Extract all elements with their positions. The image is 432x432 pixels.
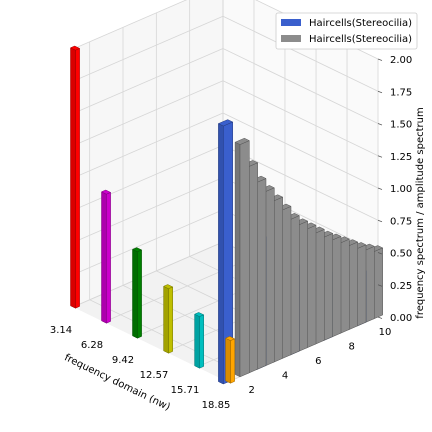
z-grid-left	[72, 209, 224, 276]
z-axis-label: frequency spectrum / amplitude spectrum	[415, 107, 426, 318]
legend: Haircells(Stereocilia) Haircells(Stereoc…	[275, 12, 418, 50]
x-tick-label: 3.14	[50, 325, 72, 336]
z-tick-mark	[377, 187, 383, 190]
y-tick-label: 8	[349, 341, 355, 352]
y-tick-label: 6	[315, 356, 321, 367]
spectrum-bar	[100, 189, 112, 324]
z-grid-back	[222, 112, 379, 189]
z-grid-back	[222, 48, 379, 124]
z-tick-label: 1.00	[390, 184, 412, 195]
spectrum-bar	[131, 247, 143, 339]
z-tick-label: 0.00	[390, 313, 412, 324]
legend-frame	[275, 12, 418, 50]
bars-layer	[69, 45, 384, 385]
z-tick-label: 0.75	[390, 216, 412, 227]
z-grid-left	[72, 15, 224, 82]
z-grid-left	[72, 48, 224, 114]
z-grid-left	[72, 112, 224, 179]
z-grid-left	[72, 177, 224, 243]
z-tick-mark	[377, 284, 383, 287]
z-grid-left	[72, 241, 224, 308]
y-tick-label: 4	[282, 370, 288, 381]
spectrum-bar	[163, 284, 174, 354]
z-grid-back	[222, 15, 379, 92]
x-tick-label: 15.71	[171, 385, 200, 396]
z-tick-mark	[377, 219, 383, 223]
z-tick-mark	[377, 123, 383, 126]
z-tick-mark	[377, 252, 383, 255]
z-grid-left	[72, 144, 224, 211]
x-tick-label: 6.28	[81, 340, 103, 351]
legend-swatch-gray	[281, 35, 301, 42]
y-tick-label: 10	[379, 327, 392, 338]
z-tick-label: 1.50	[390, 120, 412, 131]
spectrum-bar	[194, 312, 205, 369]
z-tick-label: 1.25	[390, 152, 412, 163]
z-tick-mark	[377, 316, 383, 319]
spectrum-bar	[224, 336, 236, 384]
z-tick-label: 1.75	[390, 87, 412, 98]
legend-swatch-blue	[281, 19, 301, 26]
x-tick-label: 12.57	[140, 370, 169, 381]
z-tick-label: 0.25	[390, 281, 412, 292]
z-tick-mark	[377, 155, 383, 158]
spectrum-bar	[69, 45, 81, 309]
z-grid-left	[72, 80, 224, 147]
z-tick-label: 2.00	[390, 55, 412, 66]
x-tick-label: 9.42	[112, 355, 134, 366]
z-tick-label: 0.50	[390, 249, 412, 260]
legend-label-1: Haircells(Stereocilia)	[309, 18, 412, 29]
z-grid-left	[72, 0, 188, 50]
haircell-bar	[234, 137, 250, 378]
haircell-bar	[217, 119, 234, 385]
z-grid-back	[222, 80, 379, 157]
y-tick-label: 2	[249, 385, 255, 396]
z-tick-mark	[377, 90, 383, 94]
legend-label-2: Haircells(Stereocilia)	[309, 34, 412, 45]
x-tick-label: 18.85	[202, 400, 231, 411]
z-tick-mark	[377, 58, 383, 61]
